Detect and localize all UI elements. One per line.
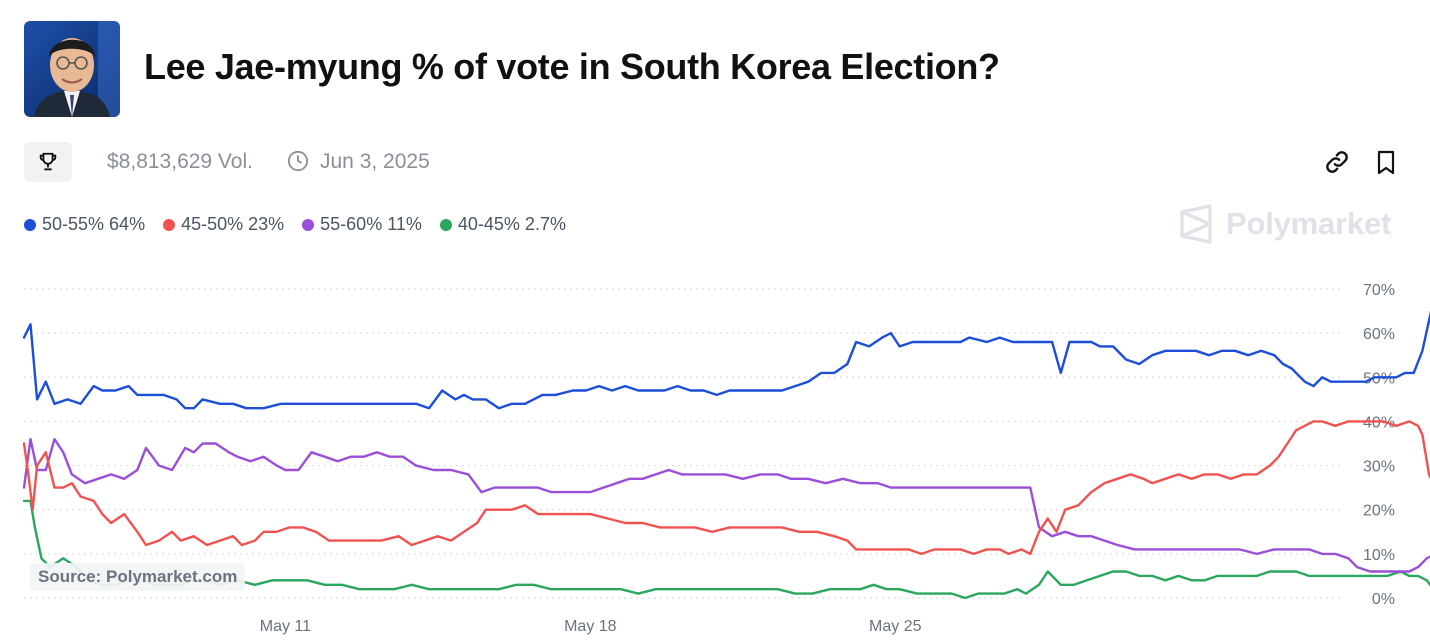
- series-line-45-50%: [22, 420, 1430, 556]
- polymarket-logo-icon: [1180, 204, 1212, 244]
- series-line-55-60%: [22, 437, 1430, 573]
- y-tick-label: 20%: [1363, 503, 1395, 520]
- page-title: Lee Jae-myung % of vote in South Korea E…: [144, 46, 1000, 87]
- legend-dot: [439, 218, 452, 231]
- legend-dot: [302, 218, 315, 231]
- x-tick-label: May 11: [260, 618, 311, 635]
- legend-item-40-45%[interactable]: 40-45% 2.7%: [439, 214, 566, 235]
- legend-label: 55-60% 11%: [320, 214, 422, 234]
- y-tick-label: 10%: [1363, 547, 1395, 564]
- legend-item-45-50%[interactable]: 45-50% 23%: [163, 214, 284, 235]
- y-tick-label: 40%: [1363, 414, 1395, 431]
- legend-dot: [163, 218, 176, 231]
- legend-dot: [24, 218, 36, 231]
- link-icon[interactable]: [1324, 149, 1350, 175]
- trophy-button[interactable]: [24, 142, 72, 182]
- series-line-50-55%: [22, 310, 1430, 410]
- legend-label: 50-55% 64%: [42, 214, 146, 234]
- source-label: Source: Polymarket.com: [30, 563, 246, 591]
- bookmark-icon[interactable]: [1374, 149, 1398, 175]
- end-date-label: Jun 3, 2025: [320, 150, 430, 173]
- y-tick-label: 60%: [1363, 326, 1395, 343]
- x-tick-label: May 25: [869, 618, 922, 635]
- chart-legend: 50-55% 64% 45-50% 23% 55-60% 11% 40-45% 2.7…: [24, 214, 566, 235]
- volume-label: $8,813,629 Vol.: [107, 150, 253, 173]
- y-tick-label: 0%: [1372, 591, 1395, 608]
- y-tick-label: 50%: [1363, 370, 1395, 387]
- legend-item-55-60%[interactable]: 55-60% 11%: [302, 214, 422, 235]
- y-tick-label: 70%: [1363, 282, 1395, 299]
- watermark-text: Polymarket: [1226, 206, 1392, 241]
- clock-icon: [287, 150, 309, 172]
- polymarket-watermark: Polymarket: [1178, 204, 1391, 244]
- legend-item-50-55%[interactable]: 50-55% 64%: [24, 214, 145, 235]
- legend-label: 40-45% 2.7%: [457, 214, 566, 234]
- candidate-avatar: [24, 21, 120, 117]
- x-tick-label: May 18: [564, 618, 617, 635]
- trophy-icon: [39, 152, 57, 171]
- y-tick-label: 30%: [1363, 459, 1395, 476]
- legend-label: 45-50% 23%: [181, 214, 285, 234]
